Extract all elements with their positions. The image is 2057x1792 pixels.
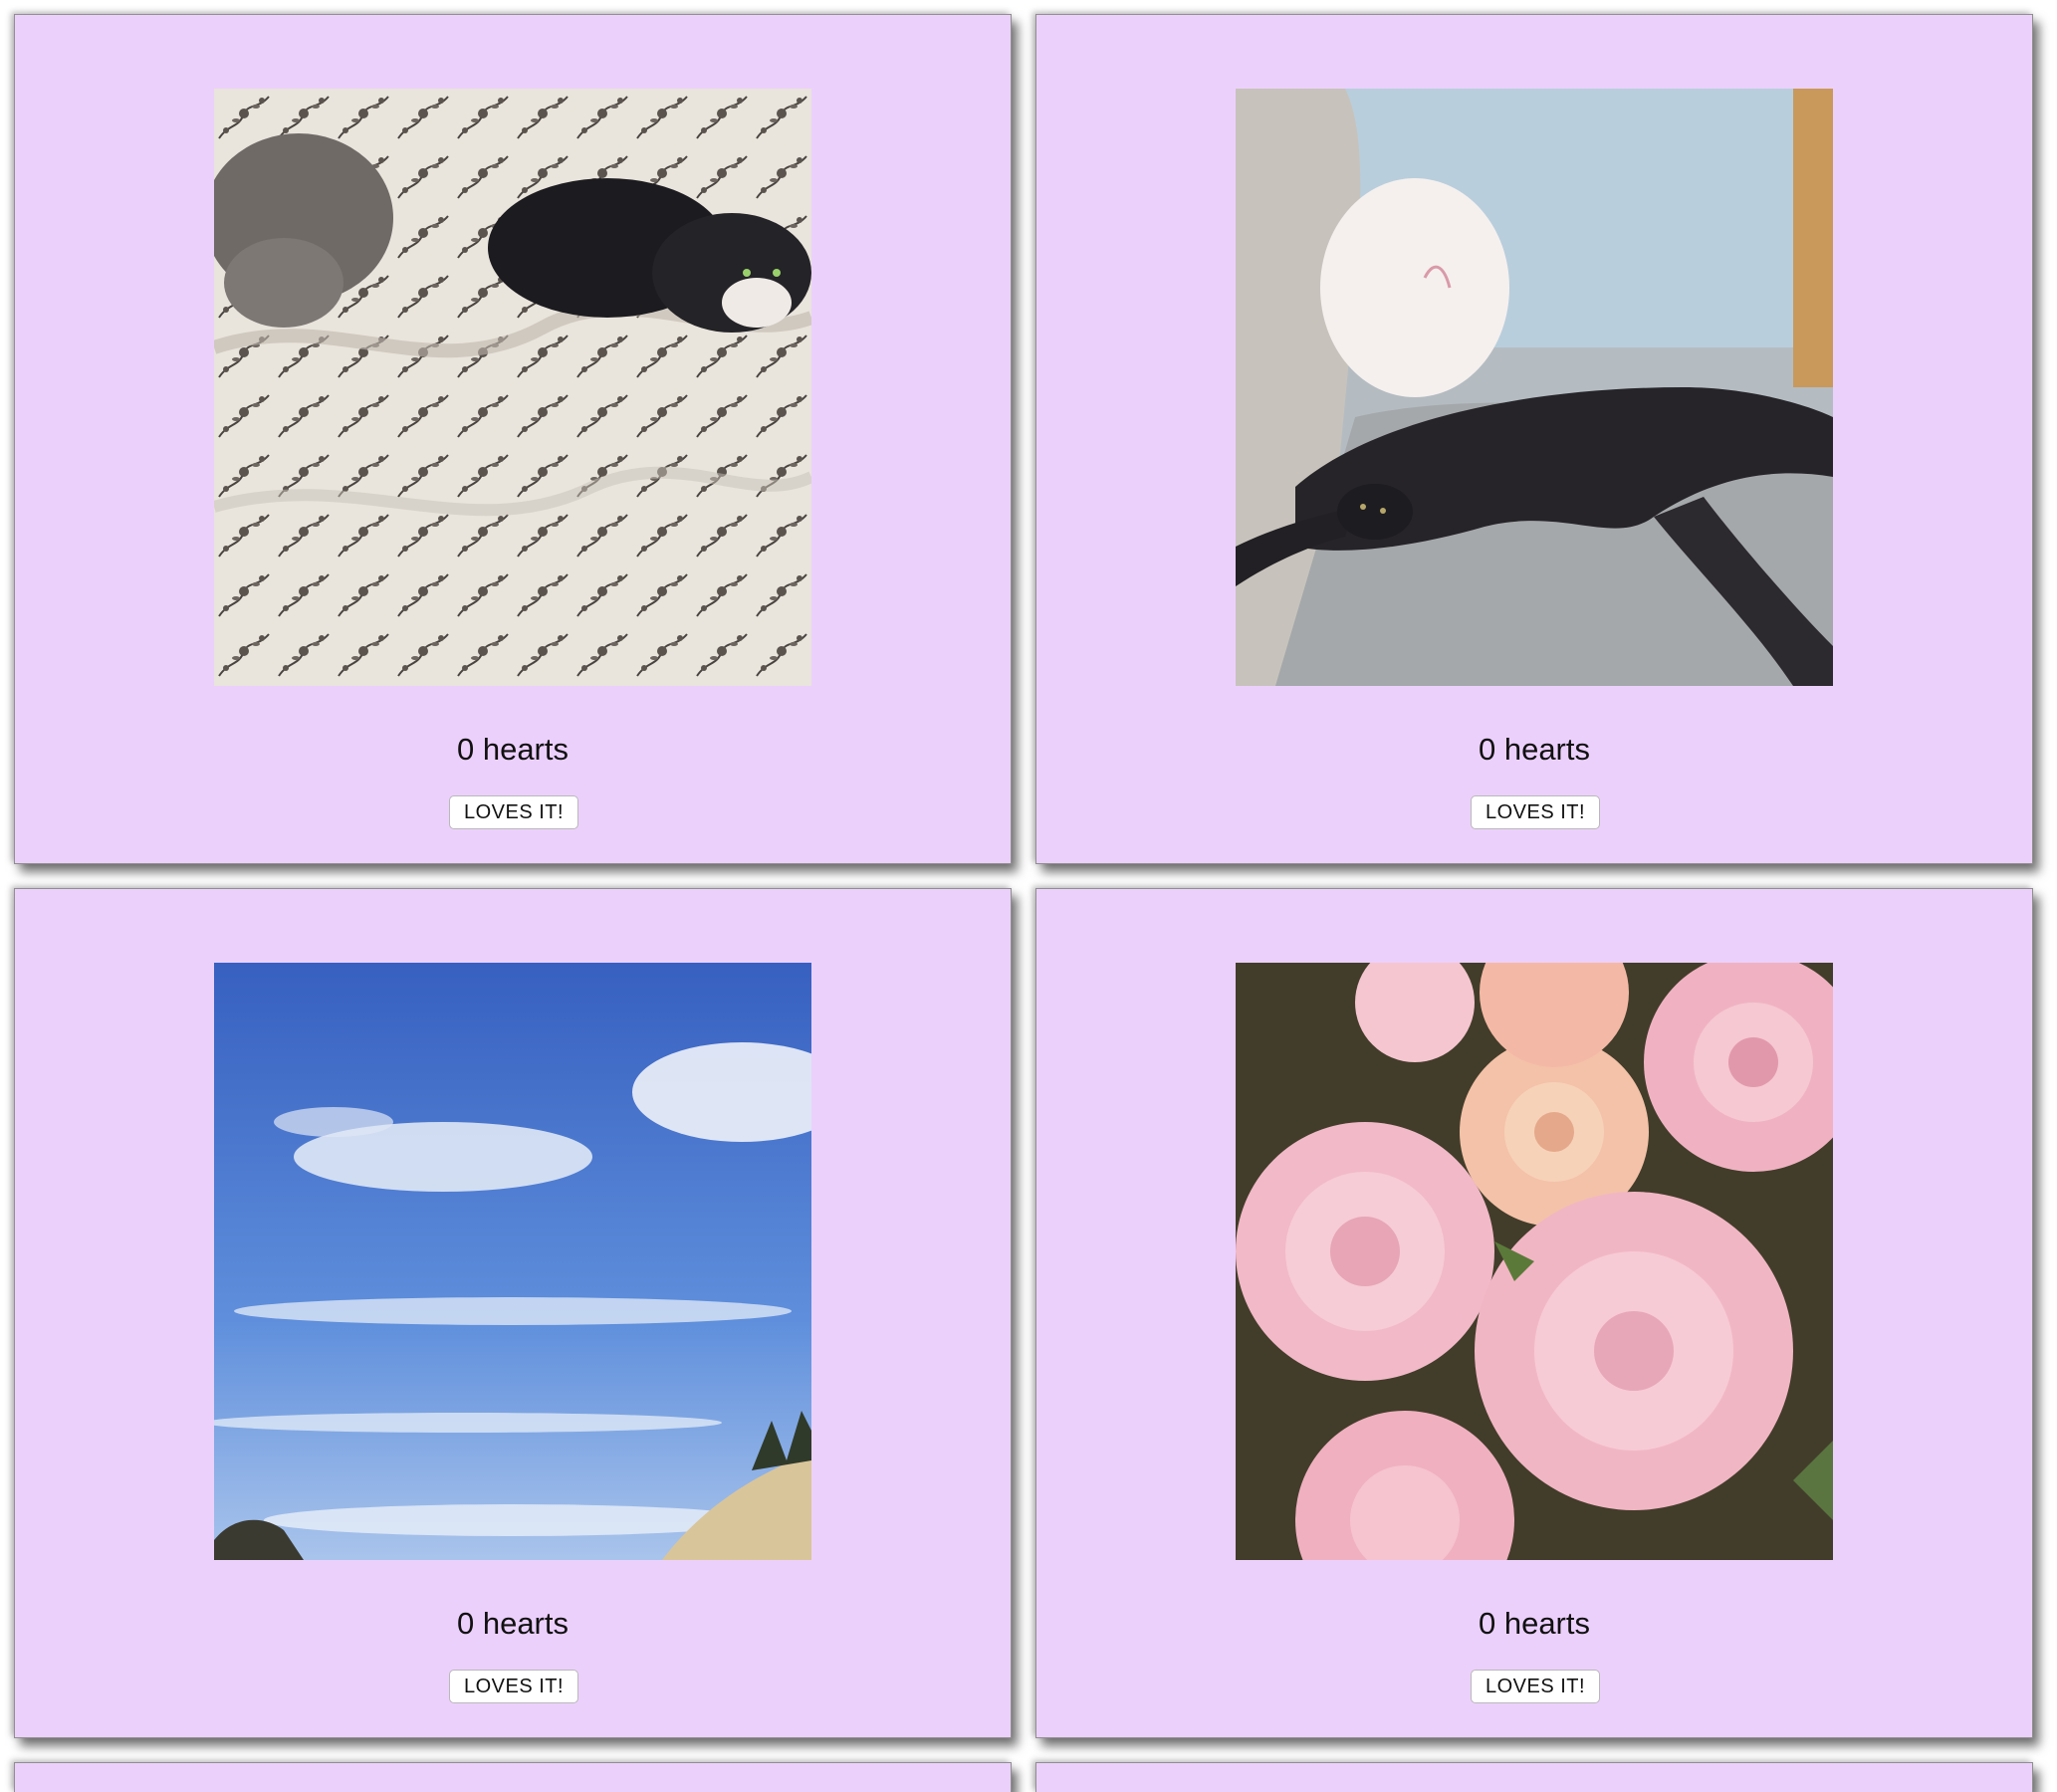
hearts-count: 0 hearts (456, 732, 569, 767)
card-photo-sky (214, 963, 811, 1560)
loves-it-button[interactable]: LOVES IT! (449, 1670, 578, 1703)
card-photo-roses (1236, 963, 1833, 1560)
hearts-count: 0 hearts (1478, 1606, 1590, 1641)
photo-card: 0 hearts LOVES IT! (1035, 888, 2033, 1738)
loves-it-button[interactable]: LOVES IT! (1471, 1670, 1600, 1703)
hearts-count: 0 hearts (1478, 732, 1590, 767)
photo-card-partial (14, 1762, 1012, 1792)
loves-it-button[interactable]: LOVES IT! (449, 795, 578, 829)
card-photo-cats-on-bed (214, 89, 811, 686)
photo-card: 0 hearts LOVES IT! (14, 888, 1012, 1738)
hearts-count: 0 hearts (456, 1606, 569, 1641)
card-photo-cat-on-couch (1236, 89, 1833, 686)
photo-card: 0 hearts LOVES IT! (1035, 14, 2033, 864)
photo-card: 0 hearts LOVES IT! (14, 14, 1012, 864)
photo-card-grid: 0 hearts LOVES IT! 0 hearts LOVES IT! (14, 14, 2033, 1792)
loves-it-button[interactable]: LOVES IT! (1471, 795, 1600, 829)
photo-card-partial (1035, 1762, 2033, 1792)
